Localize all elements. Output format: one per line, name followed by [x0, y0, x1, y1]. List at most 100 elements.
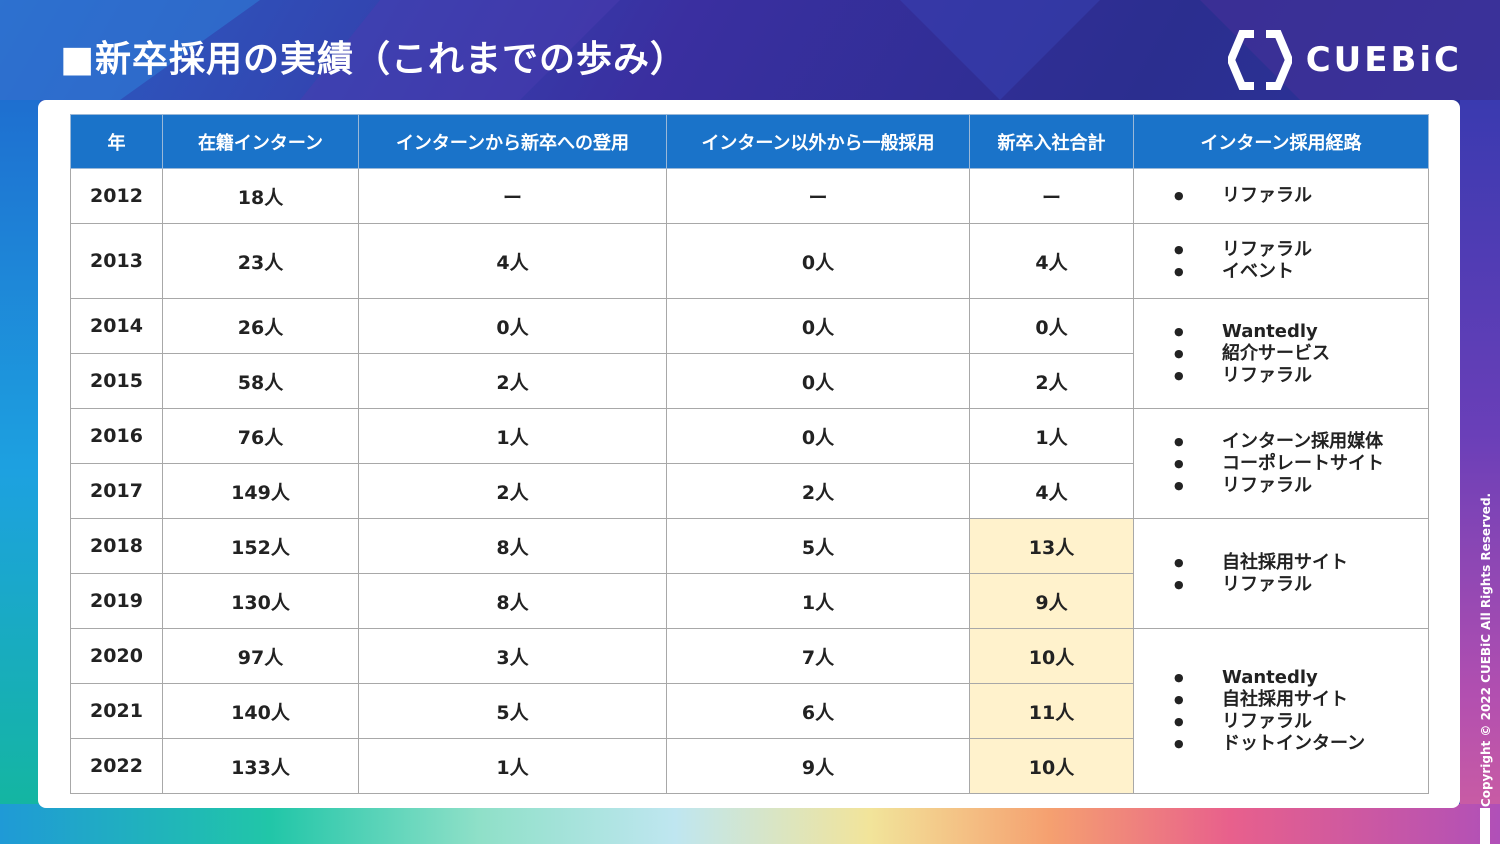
- cell-converted: 1人: [358, 738, 667, 794]
- cell-year: 2019: [70, 573, 163, 629]
- cell-total: ー: [969, 168, 1134, 224]
- table-row: 201426人0人0人0人Wantedly紹介サービスリファラル: [70, 298, 1429, 409]
- cell-total: 10人: [969, 628, 1134, 684]
- header-general: インターン以外から一般採用: [666, 114, 970, 169]
- table-row: 2019 130人 8人 1人 9人: [70, 573, 1429, 629]
- page-title: ■新卒採用の実績（これまでの歩み）: [60, 39, 688, 80]
- table-row: 201323人4人0人4人リファラルイベント: [70, 223, 1429, 299]
- cell-interns: 152人: [162, 518, 359, 574]
- table-row: 2022 133人 1人 9人 10人: [70, 738, 1429, 794]
- route-item: Wantedly: [1174, 321, 1428, 343]
- cell-total: 0人: [969, 298, 1134, 354]
- cell-interns: 18人: [162, 168, 359, 224]
- header-total: 新卒入社合計: [969, 114, 1134, 169]
- copyright-notice: Copyright © 2022 CUEBiC All Rights Reser…: [1476, 493, 1496, 807]
- cell-general: 0人: [666, 298, 970, 354]
- cell-year: 2020: [70, 628, 163, 684]
- cell-converted: 4人: [358, 223, 667, 299]
- cell-interns: 140人: [162, 683, 359, 739]
- route-item: リファラル: [1174, 365, 1428, 387]
- table-row: 2018152人8人5人13人自社採用サイトリファラル: [70, 518, 1429, 629]
- cell-converted: 8人: [358, 573, 667, 629]
- cell-general: ー: [666, 168, 970, 224]
- cell-general: 1人: [666, 573, 970, 629]
- cell-interns: 130人: [162, 573, 359, 629]
- cell-total: 4人: [969, 223, 1134, 299]
- decorative-strip: [1480, 808, 1490, 844]
- cell-total: 2人: [969, 353, 1134, 409]
- cell-year: 2021: [70, 683, 163, 739]
- header-year: 年: [70, 114, 163, 169]
- cell-year: 2017: [70, 463, 163, 519]
- cell-year: 2013: [70, 223, 163, 299]
- route-item: Wantedly: [1174, 667, 1428, 689]
- cell-interns: 76人: [162, 408, 359, 464]
- cell-total: 13人: [969, 518, 1134, 574]
- cell-general: 0人: [666, 353, 970, 409]
- cell-interns: 58人: [162, 353, 359, 409]
- cell-total: 10人: [969, 738, 1134, 794]
- cell-total: 4人: [969, 463, 1134, 519]
- cell-routes: インターン採用媒体コーポレートサイトリファラル: [1133, 408, 1429, 519]
- cell-general: 0人: [666, 223, 970, 299]
- route-list: Wantedly紹介サービスリファラル: [1174, 321, 1428, 387]
- route-list: リファラル: [1174, 185, 1428, 207]
- copyright-text: Copyright © 2022 CUEBiC All Rights Reser…: [1479, 492, 1493, 808]
- route-item: イベント: [1174, 261, 1428, 283]
- cell-year: 2016: [70, 408, 163, 464]
- cell-routes: 自社採用サイトリファラル: [1133, 518, 1429, 629]
- cell-total: 11人: [969, 683, 1134, 739]
- cell-converted: 2人: [358, 463, 667, 519]
- table-row: 201218人ーーーリファラル: [70, 168, 1429, 224]
- route-item: リファラル: [1174, 475, 1428, 497]
- cell-year: 2012: [70, 168, 163, 224]
- table-row: 202097人3人7人10人Wantedly自社採用サイトリファラルドットインタ…: [70, 628, 1429, 794]
- cell-converted: 3人: [358, 628, 667, 684]
- background-right-band: [1460, 100, 1500, 844]
- table-row: 2015 58人 2人 0人 2人: [70, 353, 1429, 409]
- cell-interns: 26人: [162, 298, 359, 354]
- cell-year: 2018: [70, 518, 163, 574]
- cell-general: 0人: [666, 408, 970, 464]
- route-list: Wantedly自社採用サイトリファラルドットインターン: [1174, 667, 1428, 755]
- route-item: リファラル: [1174, 185, 1428, 207]
- route-item: コーポレートサイト: [1174, 453, 1428, 475]
- route-item: リファラル: [1174, 711, 1428, 733]
- table-row: 201676人1人0人1人インターン採用媒体コーポレートサイトリファラル: [70, 408, 1429, 519]
- cell-general: 5人: [666, 518, 970, 574]
- route-list: インターン採用媒体コーポレートサイトリファラル: [1174, 431, 1428, 497]
- route-item: リファラル: [1174, 574, 1428, 596]
- cell-interns: 97人: [162, 628, 359, 684]
- background-shards: [0, 0, 1500, 100]
- hexagon-bracket-logo-icon: [1227, 30, 1292, 90]
- route-item: インターン採用媒体: [1174, 431, 1428, 453]
- header-converted: インターンから新卒への登用: [358, 114, 667, 169]
- cell-routes: Wantedly紹介サービスリファラル: [1133, 298, 1429, 409]
- cell-general: 6人: [666, 683, 970, 739]
- cell-routes: リファラルイベント: [1133, 223, 1429, 299]
- route-item: 自社採用サイト: [1174, 689, 1428, 711]
- table-row: 2017 149人 2人 2人 4人: [70, 463, 1429, 519]
- cell-interns: 23人: [162, 223, 359, 299]
- cell-interns: 149人: [162, 463, 359, 519]
- cell-routes: Wantedly自社採用サイトリファラルドットインターン: [1133, 628, 1429, 794]
- header-interns: 在籍インターン: [162, 114, 359, 169]
- cell-converted: 5人: [358, 683, 667, 739]
- cell-year: 2022: [70, 738, 163, 794]
- logo-text: CUEBiC: [1305, 40, 1462, 80]
- cell-converted: ー: [358, 168, 667, 224]
- header-routes: インターン採用経路: [1133, 114, 1429, 169]
- route-item: ドットインターン: [1174, 733, 1428, 755]
- cell-year: 2014: [70, 298, 163, 354]
- table-row: 2021 140人 5人 6人 11人: [70, 683, 1429, 739]
- content-card: 年 在籍インターン インターンから新卒への登用 インターン以外から一般採用 新卒…: [38, 100, 1460, 808]
- cell-converted: 2人: [358, 353, 667, 409]
- cell-converted: 0人: [358, 298, 667, 354]
- cell-general: 7人: [666, 628, 970, 684]
- cell-routes: リファラル: [1133, 168, 1429, 224]
- route-list: 自社採用サイトリファラル: [1174, 552, 1428, 596]
- cell-year: 2015: [70, 353, 163, 409]
- cell-converted: 1人: [358, 408, 667, 464]
- cell-total: 9人: [969, 573, 1134, 629]
- cell-interns: 133人: [162, 738, 359, 794]
